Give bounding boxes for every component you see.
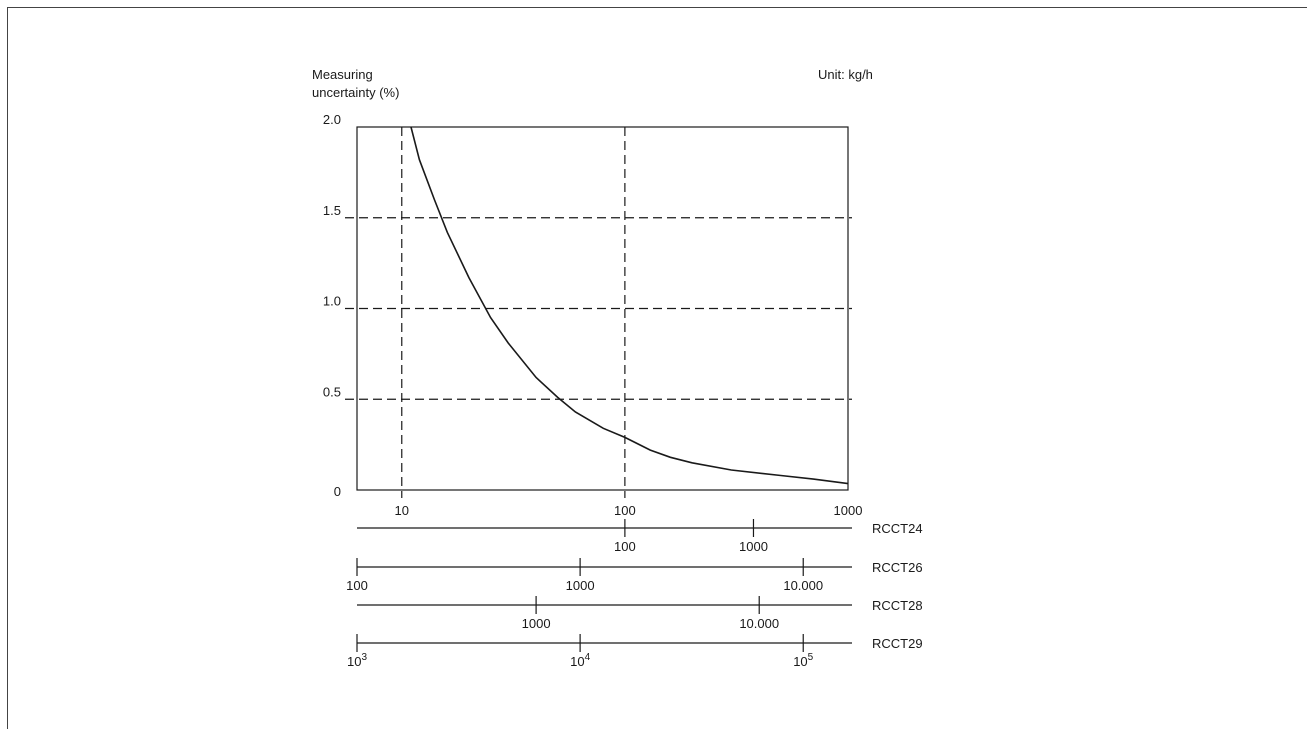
- rcct26-tick-label: 10.000: [783, 578, 823, 593]
- y-tick-label: 2.0: [323, 112, 341, 127]
- rcct26-axis-name: RCCT26: [872, 560, 923, 575]
- grid: [345, 127, 852, 498]
- rcct26-tick-label: 100: [346, 578, 368, 593]
- x-tick-label: 1000: [834, 503, 863, 518]
- y-tick-label: 1.0: [323, 294, 341, 309]
- y-tick-label: 1.5: [323, 203, 341, 218]
- series-layer: [410, 126, 849, 485]
- rcct24-axis-name: RCCT24: [872, 521, 923, 536]
- y-axis-title-line-1: Measuring: [312, 67, 373, 82]
- page-frame: [7, 7, 1307, 729]
- x-tick-label: 10: [395, 503, 409, 518]
- plot-frame: [356, 126, 849, 491]
- rcct29-tick-label: 103: [347, 652, 367, 669]
- y-axis-title-line-2: uncertainty (%): [312, 85, 399, 100]
- rcct29-tick-label: 105: [793, 652, 813, 669]
- rcct24-tick-label: 1000: [739, 539, 768, 554]
- rcct28-tick-label: 10.000: [739, 616, 779, 631]
- x-tick-label: 100: [614, 503, 636, 518]
- secondary-axes: RCCT24 100 1000 RCCT26 100 1000 10.000 RCCT28 10…: [346, 519, 923, 669]
- rcct28-tick-label: 1000: [522, 616, 551, 631]
- rcct24-tick-label: 100: [614, 539, 636, 554]
- y-axis-ticks: 0 0.5 1.0 1.5 2.0: [323, 112, 341, 499]
- series-line-0: [410, 126, 849, 485]
- unit-label: Unit: kg/h: [818, 67, 873, 82]
- x-axis-ticks: 10 100 1000: [395, 503, 863, 518]
- rcct29-tick-label: 104: [570, 652, 590, 669]
- y-tick-label: 0: [334, 484, 341, 499]
- rcct28-axis-name: RCCT28: [872, 598, 923, 613]
- rcct29-axis-name: RCCT29: [872, 636, 923, 651]
- rcct26-tick-label: 1000: [566, 578, 595, 593]
- y-tick-label: 0.5: [323, 384, 341, 399]
